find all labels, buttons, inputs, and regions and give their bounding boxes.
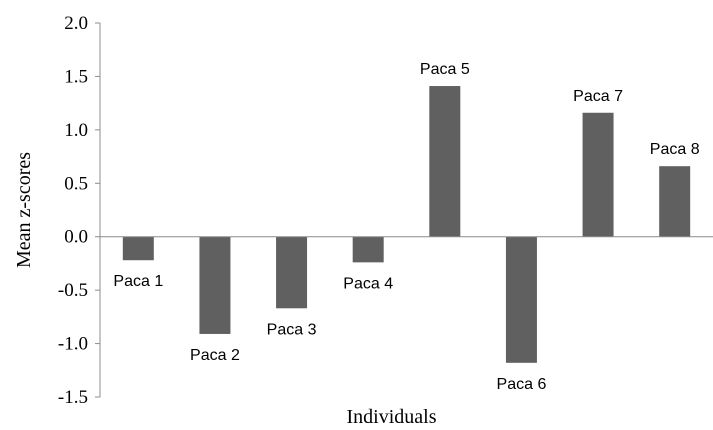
bar-label: Paca 4 [343, 275, 393, 292]
y-tick-label: 1.0 [64, 120, 88, 141]
y-tick-label: 0.5 [64, 173, 88, 194]
bar [659, 166, 691, 237]
y-tick-label: 1.5 [64, 66, 88, 87]
y-tick-label: -0.5 [58, 280, 88, 301]
bar-label: Paca 1 [113, 273, 163, 290]
bar [352, 236, 384, 263]
bar [276, 236, 308, 309]
y-tick-label: 0.0 [64, 227, 88, 248]
bars [122, 86, 691, 363]
y-tick-label: -1.0 [58, 334, 88, 355]
bar [122, 236, 154, 261]
x-axis-title: Individuals [347, 406, 437, 428]
bar-label: Paca 3 [267, 321, 317, 338]
bar-label: Paca 5 [420, 61, 470, 78]
bar-label: Paca 8 [650, 141, 700, 158]
bar [199, 236, 231, 334]
bar-label: Paca 2 [190, 347, 240, 364]
y-axis-ticks: 2.0 1.5 1.0 0.5 0.0 -0.5 -1.0 -1.5 [58, 13, 100, 408]
y-axis-title: Mean z-scores [13, 152, 35, 268]
y-tick-label: -1.5 [58, 387, 88, 408]
y-tick-label: 2.0 [64, 13, 88, 34]
bar [505, 236, 537, 363]
bar-label: Paca 7 [573, 88, 623, 105]
bar [582, 112, 614, 237]
bar [429, 86, 461, 237]
bar-labels: Paca 1 Paca 2 Paca 3 Paca 4 Paca 5 Paca 6 Paca… [113, 61, 699, 393]
bar-label: Paca 6 [497, 376, 547, 393]
